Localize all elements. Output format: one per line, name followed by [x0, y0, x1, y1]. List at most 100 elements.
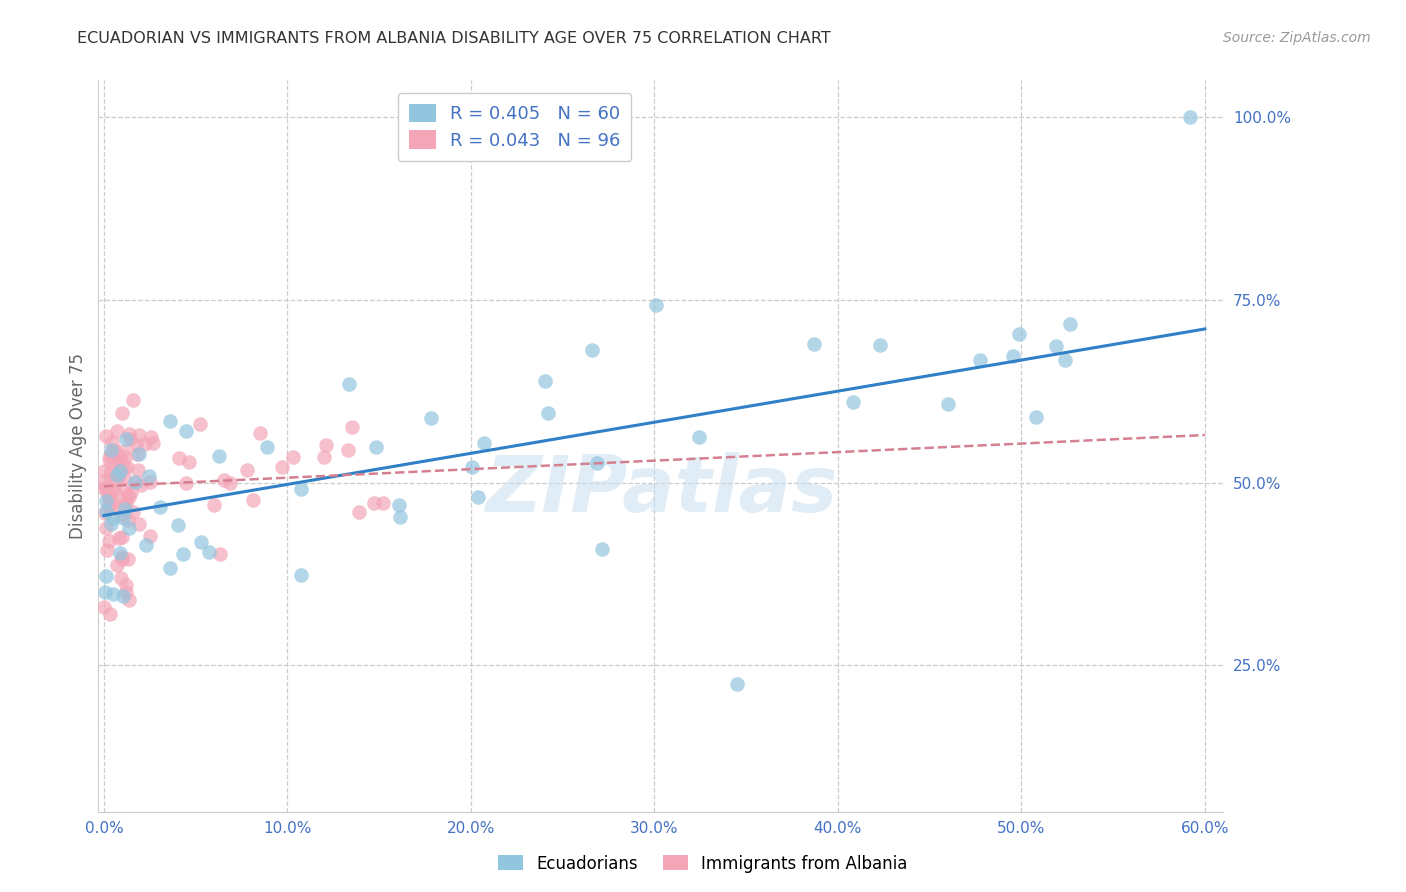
Point [188, 417, 211, 431]
Point [337, 442, 360, 457]
Point [149, 500, 172, 515]
Point [1054, 352, 1077, 367]
Point [111, 443, 134, 458]
Point [114, 432, 136, 446]
Point [281, 450, 304, 464]
Point [93, 585, 115, 599]
Point [159, 414, 181, 428]
Point [1045, 338, 1067, 352]
Point [236, 463, 259, 477]
Point [177, 455, 200, 469]
Point [128, 517, 150, 532]
Point [98, 499, 121, 513]
Point [176, 425, 198, 439]
Point [1007, 326, 1029, 341]
Point [114, 501, 136, 516]
Point [117, 592, 139, 607]
Text: Source: ZipAtlas.com: Source: ZipAtlas.com [1223, 31, 1371, 45]
Point [208, 450, 231, 464]
Point [93, 474, 115, 488]
Point [121, 505, 143, 519]
Point [139, 430, 162, 444]
Point [125, 475, 148, 489]
Point [1059, 317, 1081, 331]
Point [103, 442, 125, 457]
Point [534, 374, 557, 388]
Point [112, 460, 135, 475]
Text: ECUADORIAN VS IMMIGRANTS FROM ALBANIA DISABILITY AGE OVER 75 CORRELATION CHART: ECUADORIAN VS IMMIGRANTS FROM ALBANIA DI… [77, 31, 831, 46]
Point [1025, 410, 1047, 425]
Point [100, 446, 122, 460]
Point [142, 436, 165, 450]
Point [115, 496, 138, 510]
Point [212, 473, 235, 487]
Point [98, 488, 121, 502]
Point [117, 513, 139, 527]
Point [419, 410, 441, 425]
Point [474, 436, 496, 450]
Y-axis label: Disability Age Over 75: Disability Age Over 75 [69, 353, 87, 539]
Point [111, 511, 134, 525]
Point [340, 419, 363, 434]
Point [159, 560, 181, 574]
Point [98, 490, 121, 504]
Point [581, 343, 603, 357]
Point [101, 587, 124, 601]
Point [103, 511, 125, 525]
Point [107, 448, 129, 462]
Point [172, 547, 194, 561]
Point [218, 476, 240, 491]
Point [108, 464, 131, 478]
Point [842, 394, 865, 409]
Point [128, 447, 150, 461]
Point [869, 337, 891, 351]
Point [94, 504, 117, 518]
Point [803, 337, 825, 351]
Point [363, 496, 385, 510]
Point [105, 558, 128, 573]
Point [190, 534, 212, 549]
Point [103, 495, 125, 509]
Point [120, 484, 142, 499]
Point [312, 450, 335, 465]
Point [242, 492, 264, 507]
Point [124, 475, 146, 490]
Point [167, 451, 190, 466]
Point [936, 397, 959, 411]
Point [100, 442, 122, 457]
Point [122, 392, 145, 407]
Point [290, 567, 312, 582]
Point [127, 463, 149, 477]
Point [337, 376, 360, 391]
Point [139, 475, 162, 489]
Point [96, 486, 118, 500]
Point [94, 494, 117, 508]
Point [118, 426, 141, 441]
Point [96, 481, 118, 495]
Point [103, 500, 125, 514]
Point [94, 429, 117, 443]
Point [174, 476, 197, 491]
Point [209, 547, 232, 561]
Point [118, 490, 141, 504]
Point [537, 406, 560, 420]
Point [94, 521, 117, 535]
Point [364, 440, 387, 454]
Point [111, 552, 134, 566]
Point [111, 530, 134, 544]
Point [969, 353, 991, 368]
Point [98, 533, 121, 548]
Point [98, 449, 121, 463]
Point [96, 543, 118, 558]
Point [1180, 110, 1202, 124]
Point [125, 447, 148, 461]
Point [103, 483, 125, 498]
Point [110, 463, 132, 477]
Point [198, 545, 221, 559]
Point [290, 483, 312, 497]
Point [112, 469, 135, 483]
Point [115, 578, 138, 592]
Point [107, 451, 129, 466]
Point [118, 521, 141, 535]
Point [117, 552, 139, 566]
